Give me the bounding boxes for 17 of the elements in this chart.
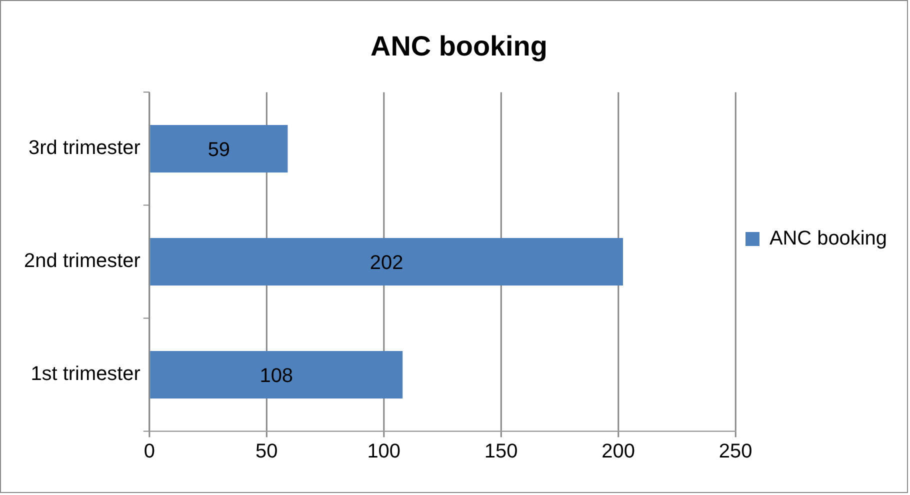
x-tick-label: 50 — [256, 440, 278, 463]
x-tick-label: 100 — [367, 440, 400, 463]
x-tick-label: 150 — [484, 440, 518, 463]
x-tick-label: 250 — [718, 440, 752, 463]
bar — [150, 238, 623, 286]
legend-label: ANC booking — [769, 228, 887, 250]
data-label: 59 — [208, 139, 230, 162]
data-label: 202 — [370, 252, 404, 274]
bar — [150, 351, 403, 398]
x-tick-label: 200 — [602, 440, 635, 463]
x-tick-label: 0 — [144, 440, 155, 463]
bar — [150, 125, 288, 172]
data-label: 108 — [260, 365, 294, 388]
y-tick-label: 3rd trimester — [28, 137, 141, 160]
y-tick-label: 1st trimester — [30, 363, 141, 386]
y-tick-label: 2nd trimester — [24, 250, 141, 272]
chart-title: ANC booking — [370, 30, 548, 62]
